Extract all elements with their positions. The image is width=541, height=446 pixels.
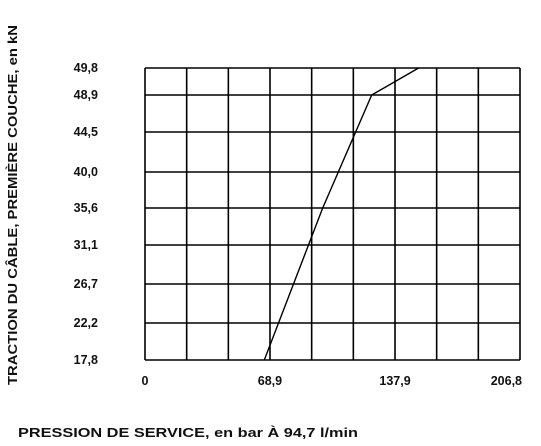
y-tick-label-4: 35,6 — [74, 201, 98, 215]
x-tick-labels: 0 68,9 137,9 206,8 — [142, 374, 523, 388]
x-tick-label-1: 68,9 — [258, 374, 282, 388]
y-tick-label-3: 31,1 — [74, 238, 98, 252]
y-tick-label-2: 26,7 — [74, 277, 98, 291]
x-tick-label-0: 0 — [142, 374, 149, 388]
y-tick-label-0: 17,8 — [74, 353, 98, 367]
y-tick-label-7: 48,9 — [74, 88, 98, 102]
y-axis-title: TRACTION DU CÂBLE, PREMIÈRE COUCHE, en k… — [5, 25, 20, 385]
y-tick-label-1: 22,2 — [74, 316, 98, 330]
y-tick-label-5: 40,0 — [74, 165, 98, 179]
chart-series — [263, 67, 419, 361]
x-tick-label-3: 206,8 — [491, 374, 522, 388]
y-tick-label-8: 49,8 — [74, 61, 98, 75]
x-axis-title: PRESSION DE SERVICE, en bar À 94,7 l/min — [18, 425, 358, 440]
x-tick-label-2: 137,9 — [379, 374, 410, 388]
y-tick-labels: 17,8 22,2 26,7 31,1 35,6 40,0 44,5 48,9 49,8 — [74, 61, 98, 367]
y-tick-label-6: 44,5 — [74, 125, 98, 139]
chart-grid — [144, 67, 521, 361]
series-line-0 — [263, 67, 419, 361]
